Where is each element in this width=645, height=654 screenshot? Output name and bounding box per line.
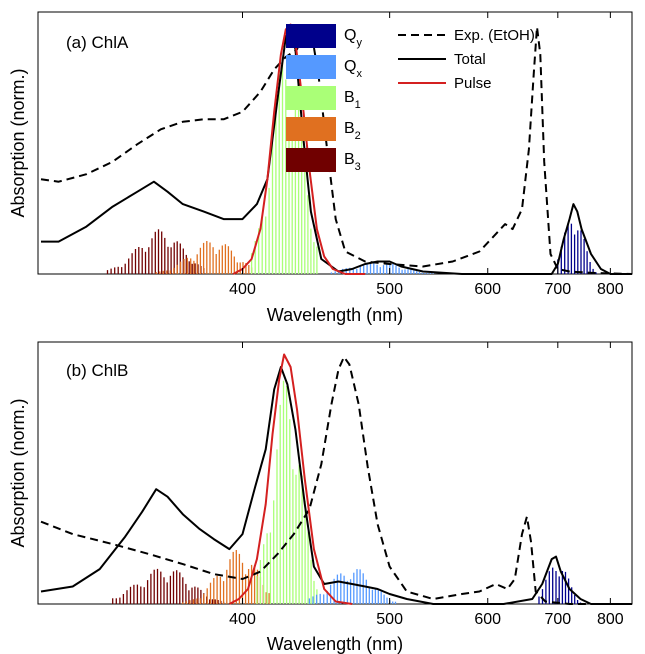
x-tick-label: 800 xyxy=(597,281,624,298)
legend-label-exp: Exp. (EtOH) xyxy=(454,27,535,44)
panel-b-label: (b) ChlB xyxy=(66,361,128,380)
series-exp-etoh xyxy=(40,356,632,605)
panel-b-frame xyxy=(37,341,633,605)
panel-a: 400 500 600 700 800 (a) ChlA Wavelength (nm)… xyxy=(8,11,633,325)
x-tick-label: 400 xyxy=(229,611,256,628)
legend-label-qy: Qy xyxy=(344,27,362,49)
panel-b-xlabel: Wavelength (nm) xyxy=(267,634,403,654)
panel-a-ylabel: Absorption (norm.) xyxy=(8,68,28,217)
x-tick-label: 500 xyxy=(376,611,403,628)
legend-swatch-b3 xyxy=(286,148,336,172)
x-tick-label: 400 xyxy=(229,281,256,298)
legend-label-total: Total xyxy=(454,51,486,68)
x-tick-label: 600 xyxy=(474,281,501,298)
panel-b-ylabel: Absorption (norm.) xyxy=(8,398,28,547)
legend-label-b1: B1 xyxy=(344,89,361,111)
x-tick-label: 700 xyxy=(544,281,571,298)
legend-swatch-b2 xyxy=(286,117,336,141)
x-tick-label: 600 xyxy=(474,611,501,628)
x-tick-label: 500 xyxy=(376,281,403,298)
legend: Qy Qx B1 B2 B3 Exp. (EtOH) Total Pulse xyxy=(286,24,535,173)
panel-a-lines xyxy=(40,23,633,275)
panel-a-xlabel: Wavelength (nm) xyxy=(267,305,403,325)
panel-b: 400 500 600 700 800 (b) ChlB Wavelength (nm)… xyxy=(8,341,633,654)
x-tick-label: 800 xyxy=(597,611,624,628)
legend-label-b2: B2 xyxy=(344,120,361,142)
panel-b-sticks xyxy=(112,380,582,604)
panel-a-label: (a) ChlA xyxy=(66,33,129,52)
series-pulse xyxy=(228,353,353,605)
panel-a-x-ticks: 400 500 600 700 800 xyxy=(229,12,624,298)
legend-swatch-qx xyxy=(286,55,336,79)
panel-b-lines xyxy=(40,353,632,605)
panel-b-x-ticks: 400 500 600 700 800 xyxy=(229,342,624,628)
legend-label-b3: B3 xyxy=(344,151,361,173)
legend-swatch-b1 xyxy=(286,86,336,110)
legend-label-qx: Qx xyxy=(344,58,362,80)
x-tick-label: 700 xyxy=(544,611,571,628)
series-exp-etoh xyxy=(40,26,633,275)
legend-label-pulse: Pulse xyxy=(454,75,492,92)
legend-swatch-qy xyxy=(286,24,336,48)
series-total xyxy=(40,366,632,605)
